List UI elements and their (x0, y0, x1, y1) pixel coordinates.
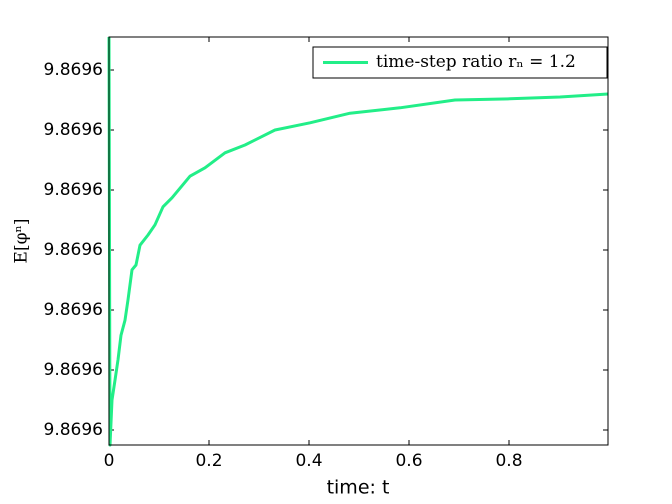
x-tick-label: 0.8 (495, 451, 522, 471)
x-axis-label: time: t (327, 477, 390, 499)
x-tick-label: 0.4 (295, 451, 322, 471)
plot-frame (108, 36, 609, 446)
data-line (107, 36, 609, 447)
y-axis-label: E[φⁿ] (12, 219, 32, 264)
y-tick-label: 9.8696 (44, 60, 103, 80)
y-tick-label: 9.8696 (44, 180, 103, 200)
y-tick-label: 9.8696 (44, 360, 103, 380)
y-tick-label: 9.8696 (44, 240, 103, 260)
legend-label: time-step ratio rₙ = 1.2 (376, 52, 576, 72)
y-tick-label: 9.8696 (44, 300, 103, 320)
x-tick-label: 0.2 (195, 451, 222, 471)
y-tick-label: 9.8696 (44, 120, 103, 140)
x-tick-label: 0.6 (395, 451, 422, 471)
plot-area (109, 37, 608, 445)
x-tick-label: 0 (104, 451, 115, 471)
y-tick-label: 9.8696 (44, 420, 103, 440)
